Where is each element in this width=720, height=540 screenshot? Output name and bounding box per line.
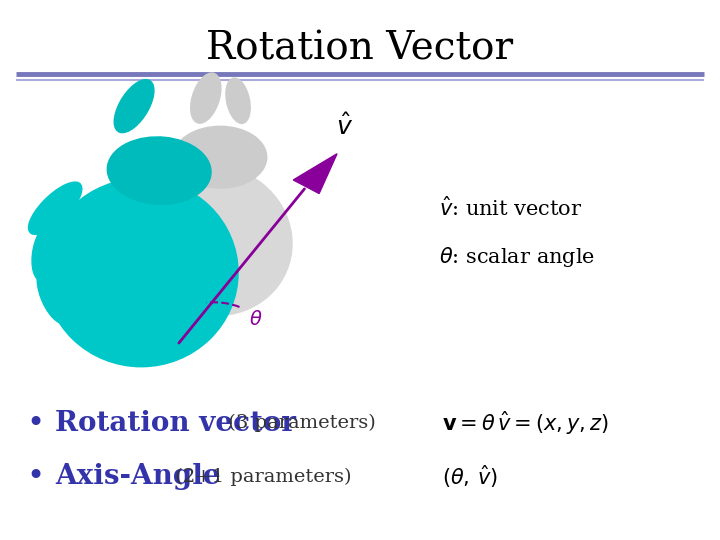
Ellipse shape xyxy=(191,73,221,123)
Text: Axis-Angle: Axis-Angle xyxy=(55,463,221,490)
Ellipse shape xyxy=(29,182,82,234)
Polygon shape xyxy=(293,154,337,193)
Ellipse shape xyxy=(45,179,238,367)
Text: (2+1 parameters): (2+1 parameters) xyxy=(168,468,351,486)
Text: $\mathbf{v} = \theta\,\hat{v} = (x, y, z)$: $\mathbf{v} = \theta\,\hat{v} = (x, y, z… xyxy=(443,409,609,437)
Ellipse shape xyxy=(32,220,64,282)
Ellipse shape xyxy=(107,137,211,204)
Text: $\hat{v}$: $\hat{v}$ xyxy=(336,113,353,140)
Ellipse shape xyxy=(226,78,251,124)
Ellipse shape xyxy=(174,126,267,188)
Text: $\hat{v}$: unit vector: $\hat{v}$: unit vector xyxy=(439,197,582,220)
Ellipse shape xyxy=(37,264,73,324)
Text: $\theta$: scalar angle: $\theta$: scalar angle xyxy=(439,245,595,268)
Text: Rotation vector: Rotation vector xyxy=(55,410,296,437)
Ellipse shape xyxy=(134,165,292,315)
Text: •: • xyxy=(27,409,45,437)
Text: (3 parameters): (3 parameters) xyxy=(222,414,375,432)
Text: $(\theta,\, \hat{v})$: $(\theta,\, \hat{v})$ xyxy=(443,463,498,490)
Text: $\theta$: $\theta$ xyxy=(249,310,263,329)
Text: •: • xyxy=(27,462,45,491)
Ellipse shape xyxy=(114,80,154,133)
Text: Rotation Vector: Rotation Vector xyxy=(207,31,513,68)
